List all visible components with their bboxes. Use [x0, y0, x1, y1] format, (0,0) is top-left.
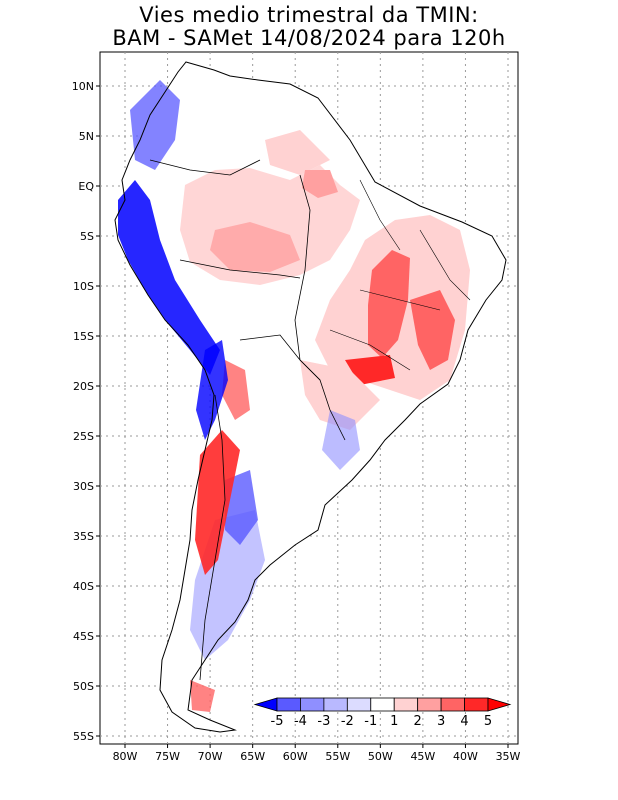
colorbar-box — [300, 697, 325, 712]
border-peru-bolivia — [179, 259, 301, 279]
colorbar-label: 1 — [390, 714, 398, 729]
lon-tick-label: 75W — [155, 750, 180, 763]
lon-tick-label: 80W — [113, 750, 138, 763]
lat-tick-label: 55S — [73, 730, 94, 743]
colorbar-label: 4 — [460, 714, 468, 729]
lon-tick-label: 45W — [410, 750, 435, 763]
map-title-line1: Vies medio trimestral da TMIN: — [139, 3, 479, 27]
bias-patch-colombia — [130, 80, 180, 170]
lon-tick-label: 55W — [325, 750, 350, 763]
lat-tick-label: 5N — [79, 130, 94, 143]
colorbar-label: -1 — [364, 714, 377, 729]
colorbar-label: -4 — [294, 714, 307, 729]
bias-patch-central-brazil-strong — [368, 250, 410, 358]
colorbar-label: -2 — [341, 714, 354, 729]
lon-tick-label: 60W — [283, 750, 308, 763]
bias-patch-south-brazil — [300, 360, 380, 430]
bias-patch-guiana — [302, 170, 338, 198]
coastline-south-america — [114, 61, 507, 733]
lat-tick-label: 45S — [73, 630, 94, 643]
colorbar-box — [346, 697, 372, 712]
lat-tick-label: 20S — [73, 380, 94, 393]
border-argentina-chile — [199, 394, 226, 681]
lat-tick-label: 50S — [73, 680, 94, 693]
lat-tick-label: 5S — [80, 230, 94, 243]
colorbar-box — [464, 697, 489, 712]
map-title-line2: BAM - SAMet 14/08/2024 para 120h — [112, 26, 506, 50]
lon-tick-label: 50W — [368, 750, 393, 763]
border-brazil-states — [329, 179, 471, 371]
colorbar-label: -3 — [317, 714, 330, 729]
colorbar-box — [440, 697, 465, 712]
colorbar-label: 2 — [414, 714, 422, 729]
colorbar-label: -5 — [271, 714, 284, 729]
colorbar-label: 3 — [437, 714, 445, 729]
lat-tick-label: 10N — [72, 80, 94, 93]
lat-tick-label: 25S — [73, 430, 94, 443]
bias-patch-tierra-del-fuego — [190, 680, 215, 712]
colorbar-box — [323, 697, 348, 712]
bias-patch-uruguay — [322, 410, 360, 470]
lat-tick-label: 15S — [73, 330, 94, 343]
colorbar-legend: -5 -4 -3 -2 -1 1 2 3 4 5 — [253, 697, 512, 729]
lat-tick-label: 30S — [73, 480, 94, 493]
bias-patch-pacific-coast — [118, 180, 220, 375]
latitude-labels: 10N 5N EQ 5S 10S 15S 20S 25S 30S 35S 40S 45S 50S 55S — [72, 80, 100, 743]
lat-tick-label: EQ — [78, 180, 94, 193]
colorbar-arrow-high — [487, 697, 512, 712]
bias-patch-ne-brazil — [410, 290, 455, 370]
lon-tick-label: 65W — [240, 750, 265, 763]
colorbar-box — [393, 697, 419, 712]
longitude-labels: 80W 75W 70W 65W 60W 55W 50W 45W 40W 35W — [113, 744, 521, 763]
bias-patch-north — [265, 130, 330, 175]
lat-tick-label: 10S — [73, 280, 94, 293]
border-brazil-west — [294, 174, 346, 441]
colorbar-box — [417, 697, 442, 712]
lon-tick-label: 70W — [198, 750, 223, 763]
colorbar-box — [370, 697, 395, 712]
border-bolivia-paraguay — [239, 334, 321, 381]
lon-tick-label: 40W — [453, 750, 478, 763]
bias-patch-amazon-core — [210, 222, 300, 272]
lat-tick-label: 35S — [73, 530, 94, 543]
colorbar-label: 5 — [484, 714, 492, 729]
colorbar-box — [276, 697, 301, 712]
lat-tick-label: 40S — [73, 580, 94, 593]
bias-patch-chile-andes — [195, 430, 240, 575]
bias-patch-andes-north — [222, 360, 250, 420]
border-colombia — [149, 159, 261, 176]
lon-tick-label: 35W — [496, 750, 521, 763]
bias-field — [115, 62, 506, 732]
bias-patch-cordoba — [225, 470, 258, 545]
coastlines — [114, 61, 507, 733]
